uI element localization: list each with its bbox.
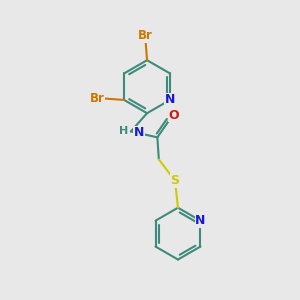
Text: N: N <box>195 214 206 227</box>
Text: Br: Br <box>90 92 104 105</box>
Text: S: S <box>170 174 179 187</box>
Text: N: N <box>134 126 144 140</box>
Text: H: H <box>119 126 128 136</box>
Text: Br: Br <box>138 29 153 42</box>
Text: O: O <box>169 109 179 122</box>
Text: N: N <box>165 93 175 106</box>
